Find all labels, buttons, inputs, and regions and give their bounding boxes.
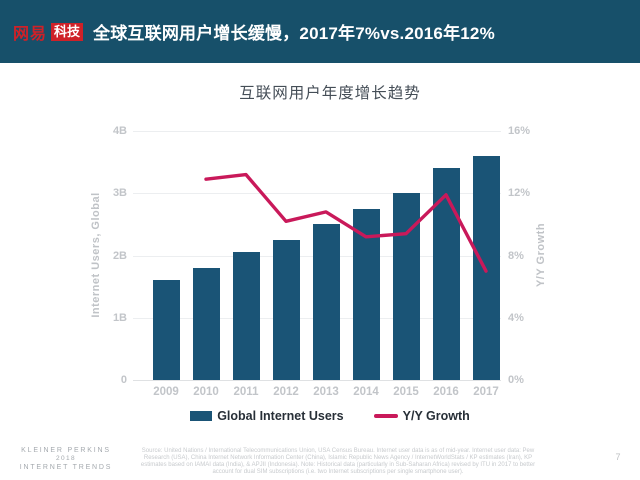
line-series-label: Y/Y Growth — [402, 409, 470, 423]
tech-logo-badge: 科技 — [51, 22, 84, 41]
x-axis-tick: 2011 — [233, 386, 259, 398]
left-axis-tick: 3B — [112, 187, 127, 200]
bar-2009 — [152, 280, 180, 380]
right-axis-tick: 16% — [508, 125, 531, 137]
bar-series-swatch — [190, 411, 213, 421]
x-axis-tick: 2014 — [353, 386, 379, 398]
left-axis-tick: 1B — [112, 311, 127, 324]
slide-headline: 全球互联网用户增长缓慢，2017年7%vs.2016年12% — [93, 24, 495, 43]
x-axis-tick: 2017 — [473, 386, 499, 398]
left-axis-tick: 4B — [112, 125, 127, 137]
kleiner-perkins-brand: KLEINER PERKINS 2018 INTERNET TRENDS — [3, 446, 129, 472]
x-axis-tick: 2016 — [433, 386, 459, 398]
brand-line: KLEINER PERKINS — [21, 447, 111, 454]
right-axis-tick: 0% — [508, 374, 524, 386]
header-bar: 网易 科技 全球互联网用户增长缓慢，2017年7%vs.2016年12% — [0, 0, 640, 63]
source-footnote: Source: United Nations / International T… — [140, 448, 536, 475]
x-axis-tick: 2010 — [193, 386, 219, 398]
bar-series-label: Global Internet Users — [217, 409, 344, 423]
x-axis-tick: 2012 — [273, 386, 299, 398]
gridline — [133, 131, 501, 132]
x-axis-tick: 2009 — [153, 386, 179, 398]
chart-legend: Global Internet Users Y/Y Growth — [0, 406, 640, 426]
legend-item-bars: Global Internet Users — [190, 409, 344, 423]
right-axis-tick: 4% — [508, 311, 524, 324]
gridline — [133, 193, 501, 195]
bar-2013 — [312, 224, 340, 380]
left-axis-tick: 0 — [120, 374, 127, 386]
plot-area — [133, 131, 501, 381]
bar-2011 — [232, 252, 260, 380]
chart-title: 互联网用户年度增长趋势 — [239, 85, 421, 102]
growth-line — [204, 172, 488, 273]
netease-logo-text: 网易 — [13, 25, 48, 43]
bar-2012 — [272, 239, 300, 380]
legend-item-line: Y/Y Growth — [373, 409, 470, 423]
page-number: 7 — [615, 452, 621, 462]
brand-line: INTERNET TRENDS — [19, 464, 113, 471]
left-axis-tick: 2B — [112, 249, 127, 262]
brand-line: 2018 — [55, 455, 77, 462]
gridline — [133, 380, 501, 381]
right-axis-tick: 8% — [508, 249, 524, 262]
x-axis-tick: 2015 — [393, 386, 419, 398]
right-axis-tick: 12% — [508, 187, 531, 200]
x-axis-tick: 2013 — [313, 386, 339, 398]
line-series-swatch — [373, 414, 398, 418]
bar-2010 — [192, 267, 220, 380]
netease-tech-logo: 网易 科技 — [13, 20, 84, 44]
